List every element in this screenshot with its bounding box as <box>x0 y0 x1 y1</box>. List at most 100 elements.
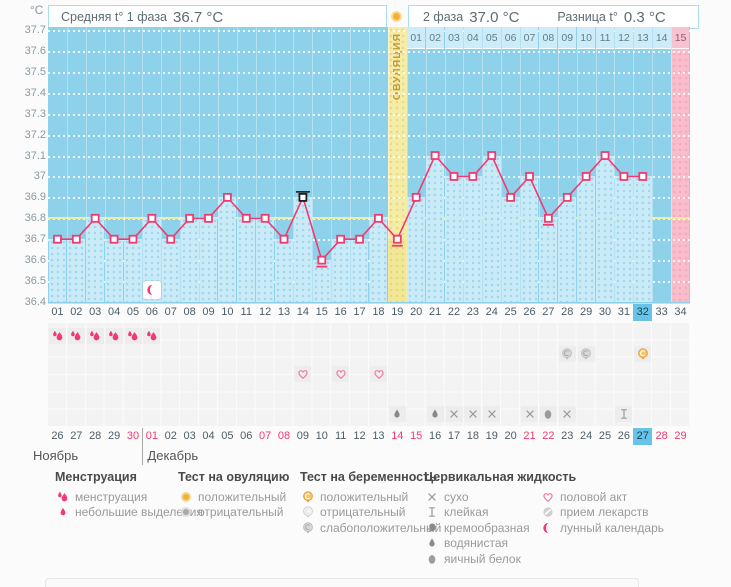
pregnancy-test-marker[interactable] <box>577 346 595 362</box>
intercourse-marker[interactable] <box>370 366 387 382</box>
temp-point-day-09[interactable] <box>204 213 213 223</box>
y-tick-label: 37.1 <box>24 149 46 162</box>
column-separator <box>369 27 370 302</box>
calendar-date: 20 <box>504 430 517 442</box>
dpo-cell: 13 <box>633 27 652 49</box>
intercourse-marker[interactable] <box>332 366 350 382</box>
calendar-date: 13 <box>372 430 385 442</box>
lunar-calendar-marker[interactable] <box>143 281 162 299</box>
temp-point-day-17[interactable] <box>355 234 364 244</box>
temp-point-day-14[interactable] <box>298 192 308 202</box>
menstruation-marker[interactable] <box>67 328 85 344</box>
temp-point-day-29[interactable] <box>581 172 591 181</box>
menstruation-marker[interactable] <box>105 328 123 344</box>
cervical-fluid-marker[interactable] <box>521 406 539 422</box>
gridline <box>48 197 690 199</box>
temp-point-day-02[interactable] <box>71 234 81 244</box>
pregnancy-test-marker[interactable] <box>634 346 652 362</box>
temp-point-day-24[interactable] <box>487 151 497 160</box>
cycle-day-label: 14 <box>296 306 310 318</box>
temp-point-day-08[interactable] <box>185 213 195 223</box>
cervical-fluid-marker[interactable] <box>539 406 557 422</box>
legend-title: Менструация <box>55 470 137 484</box>
menstruation-marker[interactable] <box>143 328 161 344</box>
temp-point-day-05[interactable] <box>128 234 138 244</box>
cervical-fluid-marker[interactable] <box>388 406 406 422</box>
temp-point-day-07[interactable] <box>166 234 176 244</box>
cervical-fluid-marker[interactable] <box>464 406 482 422</box>
temp-point-day-13[interactable] <box>279 234 289 244</box>
temp-point-day-16[interactable] <box>336 234 346 244</box>
dpo-cell: 12 <box>614 27 633 49</box>
temp-point-day-25[interactable] <box>506 192 516 202</box>
legend: Менструация менструация небольшие выделени… <box>0 470 731 570</box>
gridline <box>48 239 690 241</box>
temp-point-day-31[interactable] <box>619 172 629 181</box>
cycle-day-label: 26 <box>523 306 536 318</box>
menstruation-marker[interactable] <box>124 328 142 344</box>
legend-item-label: положительный <box>198 489 287 504</box>
intercourse-marker[interactable] <box>294 366 312 382</box>
temp-point-day-27[interactable] <box>543 213 553 223</box>
temperature-area-fill <box>596 155 614 302</box>
cycle-day-label: 11 <box>240 306 252 318</box>
ovulation-test-positive-icon <box>178 491 194 503</box>
pregnancy-test-marker[interactable] <box>558 346 576 362</box>
month-label: Декабрь <box>147 448 199 463</box>
temperature-area-fill <box>539 218 558 302</box>
temp-point-day-32[interactable] <box>638 172 648 181</box>
dpo-cell: 14 <box>652 27 671 49</box>
gridline <box>48 114 690 116</box>
temp-point-day-06[interactable] <box>147 213 157 223</box>
temp-point-day-15[interactable] <box>317 255 327 265</box>
calendar-date: 07 <box>259 430 272 442</box>
temp-point-day-21[interactable] <box>430 151 440 160</box>
y-tick-label: 36.6 <box>24 254 46 267</box>
legend-title: Тест на беременность <box>300 470 437 484</box>
legend-item: яичный белок <box>424 551 576 567</box>
temp-point-day-30[interactable] <box>600 151 610 160</box>
menstruation-marker[interactable] <box>86 328 104 344</box>
cycle-day-label: 23 <box>466 306 479 318</box>
cycle-day-label: 12 <box>259 306 272 318</box>
cervical-fluid-marker[interactable] <box>558 406 576 422</box>
cycle-day-label: 33 <box>655 306 668 318</box>
temp-point-day-01[interactable] <box>53 234 62 244</box>
menstruation-marker[interactable] <box>49 328 66 344</box>
temperature-area-fill <box>199 218 218 302</box>
cervical-fluid-marker[interactable] <box>483 406 501 422</box>
temp-point-day-18[interactable] <box>374 213 383 223</box>
cycle-day-label: 18 <box>372 306 385 318</box>
gridline <box>48 30 690 32</box>
dpo-cell: 04 <box>463 27 482 49</box>
temp-point-day-11[interactable] <box>241 213 251 223</box>
temperature-area-fill <box>105 239 124 302</box>
calendar-date: 17 <box>447 430 461 442</box>
legend-item: отрицательный <box>300 505 441 521</box>
temp-point-day-20[interactable] <box>411 192 421 202</box>
temp-point-day-03[interactable] <box>90 213 100 223</box>
cycle-day-label: 16 <box>334 306 347 318</box>
temp-point-day-04[interactable] <box>109 234 119 244</box>
temp-point-day-19[interactable] <box>392 234 402 244</box>
temperature-area-fill <box>426 155 445 302</box>
legend-item: небольшие выделения <box>55 505 203 521</box>
temp-point-day-26[interactable] <box>525 172 534 181</box>
temp-point-day-10[interactable] <box>222 192 232 202</box>
gridline <box>48 176 690 178</box>
gridline <box>48 281 690 283</box>
temp-point-day-12[interactable] <box>260 213 270 223</box>
cervical-fluid-marker[interactable] <box>445 406 463 422</box>
cycle-day-label: 08 <box>183 306 196 318</box>
cervical-fluid-marker[interactable] <box>426 406 444 422</box>
temp-point-day-22[interactable] <box>449 172 459 181</box>
date-row: 26 27 28 29 30 01 02 03 04 05 06 07 08 09 10 11 12 13 14 15… <box>48 428 690 445</box>
cycle-day-label: 02 <box>70 306 83 318</box>
temp-point-day-28[interactable] <box>562 192 572 202</box>
cycle-day-label: 03 <box>89 306 102 318</box>
temp-point-day-23[interactable] <box>468 172 478 181</box>
calendar-date: 08 <box>277 430 291 442</box>
cycle-day-label: 25 <box>504 306 517 318</box>
cervical-fluid-marker[interactable] <box>615 406 633 422</box>
